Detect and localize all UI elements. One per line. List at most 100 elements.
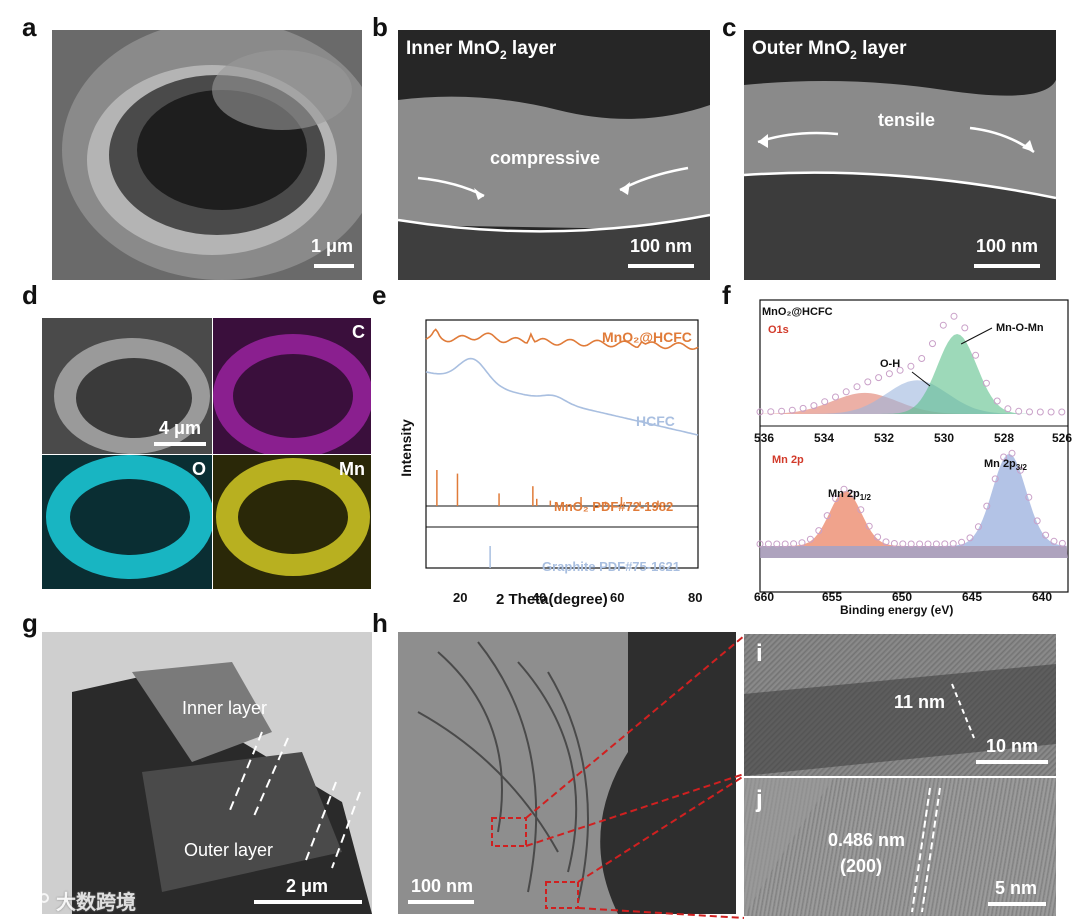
panel-c-sem-image: Outer MnO2 layer tensile 100 nm: [744, 30, 1056, 280]
xps-mn2p32-label: Mn 2p3/2: [984, 458, 1027, 473]
panel-i-scalebar: [976, 760, 1048, 764]
xps-o1s-data-point: [864, 378, 872, 386]
xps-o1s-data-point: [821, 398, 829, 406]
xps-mn2p-data-point: [1050, 537, 1058, 545]
xps-o1s-data-point: [842, 388, 850, 396]
xps-o1s-data-point: [961, 324, 969, 332]
panel-label-a: a: [22, 12, 37, 42]
panel-j-spacing: 0.486 nm: [828, 830, 906, 850]
xps-mn2p-data-point: [798, 539, 806, 547]
panel-h-scalebar: [408, 900, 474, 904]
xps-mn2p-data-point: [958, 538, 966, 546]
xps-o1s-data-point: [1026, 408, 1033, 416]
xps-o1s-label: O1s: [768, 324, 789, 336]
xps-mn2p-data-point: [974, 523, 982, 531]
xrd-xtick: 80: [688, 590, 703, 605]
panel-j-scale-label: 5 nm: [994, 878, 1037, 898]
panel-f-xps-chart: MnO₂@HCFC O1s Mn-O-Mn O-H 536 534 532 53…: [744, 296, 1073, 617]
xps-mn2p-data-point: [823, 512, 831, 520]
xps-sample-label: MnO₂@HCFC: [762, 306, 833, 318]
xps-mn2p-peak-fill: [760, 454, 1068, 558]
xps-bot-xtick: 645: [962, 590, 983, 604]
xrd-ref-graphite-label: Graphite PDF#75-1621: [542, 559, 681, 574]
xps-top-xtick: 528: [994, 431, 1015, 445]
xps-mn2p-data-point: [1000, 453, 1008, 461]
xps-mn2p-data-point: [899, 540, 907, 548]
xps-annotation-line: [911, 371, 931, 387]
xps-mn2p-data-point: [840, 485, 848, 493]
xps-o1s-data-point: [853, 383, 861, 391]
xps-mn2p-data-point: [764, 540, 772, 548]
xps-o1s-data-point: [1015, 407, 1023, 415]
xps-o1s-data-point: [982, 379, 990, 387]
xps-mn2p12-label: Mn 2p1/2: [828, 488, 871, 503]
xps-oh-label: O-H: [880, 358, 901, 370]
xps-mn2p-data-point: [949, 540, 957, 548]
xrd-xtick: 20: [453, 590, 468, 605]
panel-label-d: d: [22, 280, 38, 310]
xrd-reference-peaks: [436, 470, 659, 568]
xps-o1s-data-point: [875, 374, 883, 382]
xps-mn2p-data-point: [924, 540, 932, 548]
panel-label-c: c: [722, 12, 737, 42]
xrd-xtick: 60: [610, 590, 625, 605]
panel-g-scalebar: [254, 900, 362, 904]
panel-b-scale-label: 100 nm: [629, 236, 693, 256]
xps-mn2p-data-point: [932, 540, 940, 548]
xps-o1s-data-point: [810, 402, 818, 410]
panel-d-sem-image: 4 μm: [42, 318, 212, 454]
panel-c-scalebar: [974, 264, 1040, 268]
xps-o1s-data-point: [907, 362, 915, 370]
panel-a-scalebar: [314, 264, 354, 268]
watermark-logo-icon: [9, 892, 49, 911]
panel-i-measure: 11 nm: [894, 692, 946, 712]
panel-label-j: j: [756, 786, 763, 813]
xps-mn2p-data-point: [882, 538, 890, 546]
xps-mn2p-plot: [756, 449, 1068, 558]
xps-mn2p-data-point: [790, 540, 798, 548]
panel-c-title: Outer MnO2 layer: [752, 38, 907, 62]
xps-mn2p-data-point: [941, 540, 949, 548]
xrd-xtick: 40: [532, 590, 547, 605]
panel-d-map-mn: Mn: [213, 455, 371, 589]
xrd-plot-frame: [425, 319, 699, 569]
xps-mn2p-data-point: [1042, 531, 1050, 539]
panel-label-b: b: [372, 12, 388, 42]
panel-b-sem-image: Inner MnO2 layer compressive 100 nm: [398, 30, 710, 280]
panel-h-scale-label: 100 nm: [410, 876, 474, 896]
panel-g-scale-label: 2 μm: [285, 876, 329, 896]
xps-mn2p-data-point: [890, 540, 898, 547]
xps-mn2p-data-point: [1025, 493, 1033, 501]
xps-o1s-data-point: [1036, 408, 1044, 416]
panel-g-tem-image: Inner layer Outer layer 2 μm: [42, 632, 372, 914]
xps-o1s-data-point: [896, 366, 904, 374]
panel-d-map-c: C: [213, 318, 371, 454]
panel-a-scale-label: 1 μm: [310, 236, 354, 256]
xps-o1s-data-point: [788, 406, 796, 414]
xps-mn2p-data-point: [756, 540, 764, 548]
xps-o1s-data-point: [756, 408, 764, 416]
xps-o1s-data-point: [767, 408, 775, 416]
panel-label-e: e: [372, 280, 387, 310]
panel-b-annotation: compressive: [490, 148, 601, 168]
panel-i-scale-label: 10 nm: [985, 736, 1039, 756]
xps-mn2p-data-point: [1058, 539, 1066, 547]
panel-c-annotation: tensile: [878, 110, 936, 130]
xps-mn2p-data-point: [1033, 517, 1041, 525]
panel-label-h: h: [372, 608, 388, 638]
xps-mn2p-data-point: [991, 475, 999, 483]
xps-o1s-data-point: [972, 351, 980, 359]
panel-c-scale-label: 100 nm: [975, 236, 1039, 256]
xps-mn2p-data-point: [907, 540, 915, 548]
xps-frame: [759, 299, 1069, 593]
xps-top-xtick: 526: [1052, 431, 1073, 445]
xps-o1s-plot: [756, 312, 1068, 416]
panel-d-map-o: O: [42, 455, 212, 589]
xps-bot-xtick: 655: [822, 590, 843, 604]
panel-i-hrtem-image: i 11 nm 10 nm: [744, 634, 1056, 776]
xps-top-xtick: 536: [754, 431, 775, 445]
xps-mn2p-data-point: [966, 534, 974, 542]
xps-mn2p-data-point: [806, 535, 814, 543]
xps-top-xtick: 530: [934, 431, 955, 445]
panel-d-label-o: O: [191, 459, 206, 479]
